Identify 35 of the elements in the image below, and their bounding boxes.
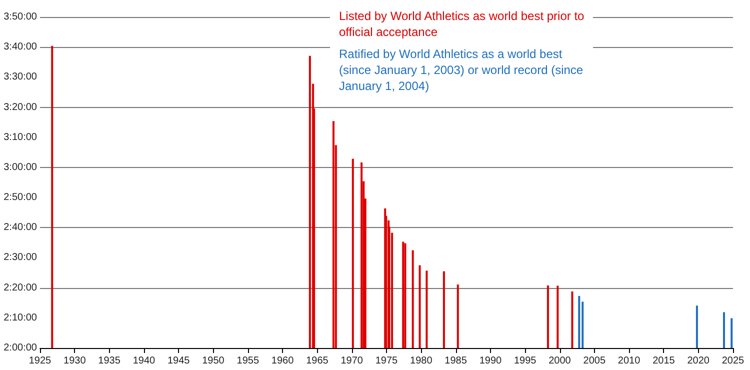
text: Ratified by World Athletics as a world best (since January 1, 2003) or world record (since January 1, 2004) [339, 47, 586, 93]
x-tick-label: 2005 [583, 356, 606, 366]
x-tick-label: 1955 [236, 356, 260, 366]
x-tick-label: 2020 [687, 356, 710, 366]
y-tick-label: 2:50:00 [4, 192, 38, 204]
x-tick-label: 2010 [618, 356, 641, 366]
y-tick-label: 3:10:00 [4, 132, 38, 143]
y-tick-label: 2:20:00 [4, 282, 38, 294]
x-tick-label: 1980 [410, 356, 433, 366]
x-tick-label: 2025 [722, 356, 745, 366]
x-tick-label: 1930 [64, 356, 86, 366]
x-tick-label: 1970 [340, 356, 364, 366]
x-tick-label: 1950 [202, 356, 225, 366]
x-tick-label: 1985 [444, 356, 468, 366]
text: Listed by World Athletics as world best prior to official acceptance [339, 9, 588, 39]
x-tick-label: 1960 [271, 356, 294, 366]
y-tick-label: 2:40:00 [4, 222, 38, 234]
y-tick-label: 3:00:00 [4, 162, 38, 173]
x-tick-label: 1935 [98, 356, 121, 366]
x-tick-label: 1925 [28, 356, 52, 366]
x-tick-label: 2000 [548, 356, 572, 366]
x-tick-label: 1945 [167, 356, 190, 366]
y-tick-label: 2:00:00 [4, 342, 38, 354]
x-tick-label: 2015 [652, 356, 676, 366]
x-tick-label: 1990 [479, 356, 502, 366]
y-tick-label: 3:40:00 [4, 42, 38, 53]
y-tick-label: 3:20:00 [4, 102, 38, 113]
y-tick-label: 3:30:00 [4, 72, 38, 83]
x-tick-label: 1995 [514, 356, 537, 366]
y-tick-label: 3:50:00 [4, 12, 38, 22]
x-tick-label: 1940 [132, 356, 156, 366]
y-tick-label: 2:10:00 [4, 312, 38, 324]
x-tick-label: 1975 [375, 356, 398, 366]
y-tick-label: 2:30:00 [4, 252, 38, 264]
x-tick-label: 1965 [306, 356, 329, 366]
